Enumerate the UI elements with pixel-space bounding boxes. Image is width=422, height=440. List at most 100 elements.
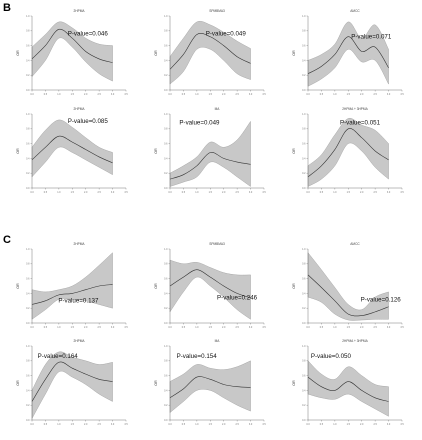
x-tick-label: 1.0 <box>195 326 199 329</box>
chart-title: AMCC <box>350 242 360 246</box>
x-tick-label: 2.5 <box>373 423 377 426</box>
y-tick-label: 0.2 <box>302 404 306 407</box>
y-tick-label: 0.2 <box>302 307 306 310</box>
x-tick-label: 3.5 <box>124 326 128 329</box>
y-tick-label: 0.2 <box>164 404 168 407</box>
y-tick-label: 1.0 <box>26 15 30 18</box>
x-tick-label: 2.0 <box>222 326 226 329</box>
x-tick-label: 1.5 <box>71 326 75 329</box>
chart-1: 2HPMA OR 0.0 0.5 1.0 1.5 2.0 2.5 3.0 3.5 0.0 0.2 0.4… <box>16 9 128 96</box>
x-tick-label: 3.5 <box>400 93 404 96</box>
x-tick-label: 0.5 <box>182 423 186 426</box>
y-tick-label: 0.8 <box>302 128 306 131</box>
x-tick-label: 2.5 <box>235 326 239 329</box>
fitted-line <box>307 274 389 317</box>
chart-11: MA OR 0.0 0.5 1.0 1.5 2.0 2.5 3.0 3.5 0.0 0.2 0.4 0.6… <box>154 339 266 426</box>
fitted-line <box>31 361 113 402</box>
x-tick-label: 3.5 <box>400 423 404 426</box>
p-value-label: P-value=0.164 <box>38 353 79 360</box>
fitted-line <box>169 152 251 180</box>
p-value-label: P-value=0.246 <box>217 294 258 301</box>
y-tick-label: 1.0 <box>302 113 306 116</box>
x-tick-label: 3.5 <box>262 423 266 426</box>
chart-title: MA <box>215 339 221 343</box>
x-tick-label: 3.0 <box>249 191 253 194</box>
confidence-band <box>169 120 251 187</box>
x-tick-label: 0.0 <box>168 191 172 194</box>
x-tick-label: 2.5 <box>97 93 101 96</box>
y-tick-label: 0.2 <box>302 74 306 77</box>
y-tick-label: 0.6 <box>164 143 168 146</box>
confidence-band <box>31 351 113 419</box>
y-tick-label: 0.8 <box>164 360 168 363</box>
y-tick-label: 0.0 <box>302 89 306 92</box>
y-tick-label: 0.6 <box>302 375 306 378</box>
x-tick-label: 1.0 <box>195 191 199 194</box>
x-tick-label: 2.0 <box>84 93 88 96</box>
x-tick-label: 1.0 <box>333 93 337 96</box>
x-tick-label: 3.5 <box>400 191 404 194</box>
y-tick-label: 0.0 <box>26 187 30 190</box>
x-tick-label: 1.0 <box>57 191 61 194</box>
chart-5: MA OR 0.0 0.5 1.0 1.5 2.0 2.5 3.0 3.5 0.0 0.2 0.4 0.6… <box>154 107 266 194</box>
chart-title: SPMBMA3 <box>209 9 225 13</box>
x-tick-label: 3.0 <box>249 326 253 329</box>
x-tick-label: 3.0 <box>387 326 391 329</box>
y-tick-label: 0.0 <box>26 322 30 325</box>
y-tick-label: 0.8 <box>164 263 168 266</box>
chart-12: 2HPMA + 3HPMA OR 0.0 0.5 1.0 1.5 2.0 2.5 3.0 3.5 0… <box>292 339 404 426</box>
x-tick-label: 1.5 <box>209 93 213 96</box>
x-tick-label: 0.5 <box>44 326 48 329</box>
chart-6: 2HPMA + 3HPMA OR 0.0 0.5 1.0 1.5 2.0 2.5 3.0 3.5 0… <box>292 107 404 194</box>
x-tick-label: 3.0 <box>111 326 115 329</box>
chart-2: SPMBMA3 OR 0.0 0.5 1.0 1.5 2.0 2.5 3.0 3.5 0.0 0.2 0… <box>154 9 266 96</box>
fitted-line <box>31 28 113 63</box>
p-value-label: P-value=0.049 <box>206 30 247 37</box>
y-tick-label: 0.0 <box>26 89 30 92</box>
y-tick-label: 0.4 <box>302 157 306 160</box>
y-tick-label: 0.6 <box>26 143 30 146</box>
p-value-label: P-value=0.071 <box>351 33 392 40</box>
y-tick-label: 0.4 <box>26 389 30 392</box>
y-axis-label: OR <box>16 50 20 56</box>
y-axis-label: OR <box>16 283 20 289</box>
y-tick-label: 0.6 <box>26 45 30 48</box>
x-tick-label: 1.0 <box>57 423 61 426</box>
y-axis-label: OR <box>16 380 20 386</box>
y-tick-label: 0.6 <box>164 375 168 378</box>
x-tick-label: 2.5 <box>97 191 101 194</box>
x-tick-label: 1.0 <box>195 423 199 426</box>
y-tick-label: 0.0 <box>302 187 306 190</box>
x-tick-label: 2.0 <box>222 423 226 426</box>
x-tick-label: 0.0 <box>30 423 34 426</box>
y-tick-label: 0.8 <box>302 360 306 363</box>
chart-3: AMCC OR 0.0 0.5 1.0 1.5 2.0 2.5 3.0 3.5 0.0 0.2 0.4 0… <box>292 9 404 96</box>
x-tick-label: 0.0 <box>168 326 172 329</box>
y-tick-label: 0.6 <box>26 278 30 281</box>
x-tick-label: 0.0 <box>168 93 172 96</box>
chart-7: 2HPMA OR 0.0 0.5 1.0 1.5 2.0 2.5 3.0 3.5 0.0 0.2 0.4… <box>16 242 128 329</box>
chart-title: 2HPMA + 3HPMA <box>342 107 368 111</box>
x-tick-label: 2.0 <box>84 191 88 194</box>
y-tick-label: 0.0 <box>302 322 306 325</box>
y-tick-label: 0.4 <box>302 389 306 392</box>
y-axis-label: OR <box>154 148 158 154</box>
y-tick-label: 0.8 <box>302 263 306 266</box>
y-tick-label: 1.0 <box>164 113 168 116</box>
x-tick-label: 1.5 <box>347 93 351 96</box>
y-tick-label: 0.0 <box>164 419 168 422</box>
chart-title: 2HPMA <box>74 339 86 343</box>
y-axis-label: OR <box>292 283 296 289</box>
confidence-band <box>169 259 251 320</box>
x-tick-label: 0.5 <box>320 191 324 194</box>
x-tick-label: 1.5 <box>71 93 75 96</box>
y-tick-label: 1.0 <box>26 113 30 116</box>
x-tick-label: 2.5 <box>235 191 239 194</box>
x-tick-label: 1.5 <box>71 191 75 194</box>
p-value-label: P-value=0.050 <box>311 353 352 360</box>
x-tick-label: 3.0 <box>387 93 391 96</box>
confidence-band <box>307 117 389 187</box>
fitted-line <box>169 33 251 70</box>
y-tick-label: 0.6 <box>302 278 306 281</box>
